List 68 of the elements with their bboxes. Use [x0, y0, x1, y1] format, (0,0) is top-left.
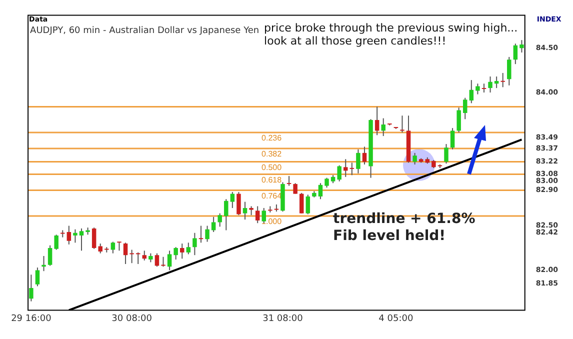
candlestick — [520, 40, 524, 54]
candlestick — [462, 97, 468, 120]
candlestick — [42, 256, 46, 272]
candlestick — [167, 250, 172, 271]
candlestick — [306, 194, 310, 215]
annotation: 0.500 — [262, 163, 282, 172]
candlestick — [286, 176, 292, 186]
candlestick — [412, 152, 417, 165]
candlestick — [299, 192, 304, 214]
candlestick — [198, 225, 204, 244]
candlestick — [488, 76, 492, 94]
candlestick — [205, 225, 210, 242]
candlestick — [444, 144, 448, 164]
candlestick — [79, 228, 84, 252]
candlestick — [500, 72, 505, 88]
candlestick — [350, 162, 354, 176]
candlestick — [130, 249, 134, 264]
candlestick — [318, 182, 323, 200]
candlestick — [507, 56, 512, 86]
candlestick — [400, 115, 404, 133]
candlestick — [230, 192, 235, 209]
candlestick — [337, 164, 342, 182]
candlestick — [356, 148, 360, 174]
candlestick — [73, 228, 78, 244]
candlestick — [211, 216, 216, 233]
annotation: 0.618 — [262, 175, 282, 184]
candlestick — [362, 146, 367, 165]
candlestick — [154, 252, 160, 268]
candlestick — [29, 274, 34, 302]
x-tick-label: 31 08:00 — [262, 314, 304, 324]
candlestick — [110, 241, 116, 254]
candlestick — [142, 250, 147, 261]
candlestick — [381, 118, 386, 137]
x-tick-label: 29 16:00 — [11, 314, 52, 324]
candlestick — [60, 230, 65, 238]
candlestick — [192, 232, 197, 256]
candlestick — [469, 80, 474, 104]
candlestick — [136, 252, 140, 264]
candlestick — [54, 234, 58, 250]
candlestick — [255, 206, 260, 224]
candlestick — [476, 83, 480, 95]
candlestick — [48, 244, 52, 266]
candlestick — [180, 243, 184, 260]
candlestick — [35, 267, 40, 287]
candlestick — [218, 212, 222, 228]
candlestick — [324, 177, 329, 188]
candlestick — [98, 243, 102, 254]
annotation: 0.236 — [262, 134, 282, 143]
candlestick — [456, 107, 461, 133]
x-tick-label: 30 08:00 — [112, 314, 152, 324]
candlestick — [236, 192, 241, 216]
candlestick — [92, 227, 96, 250]
candlestick — [224, 198, 228, 231]
candlestick — [513, 43, 518, 65]
candlestick — [450, 128, 455, 150]
annotation: 0.382 — [262, 150, 282, 159]
candlestick — [344, 158, 348, 178]
candlestick — [242, 201, 248, 220]
candlestick — [374, 106, 380, 136]
annotation: price broke through the previous swing high... look at all those green candles!!! — [264, 22, 518, 48]
candlestick — [161, 256, 166, 268]
candlestick — [174, 246, 178, 260]
candlestick — [293, 182, 298, 194]
x-tick-label: 4 05:00 — [378, 314, 414, 324]
candlestick — [186, 242, 191, 255]
candlestick — [66, 225, 72, 245]
candlestick — [123, 242, 128, 264]
text: AUDJPY, 60 min - Australian Dollar vs Japanese Yen — [30, 26, 260, 36]
